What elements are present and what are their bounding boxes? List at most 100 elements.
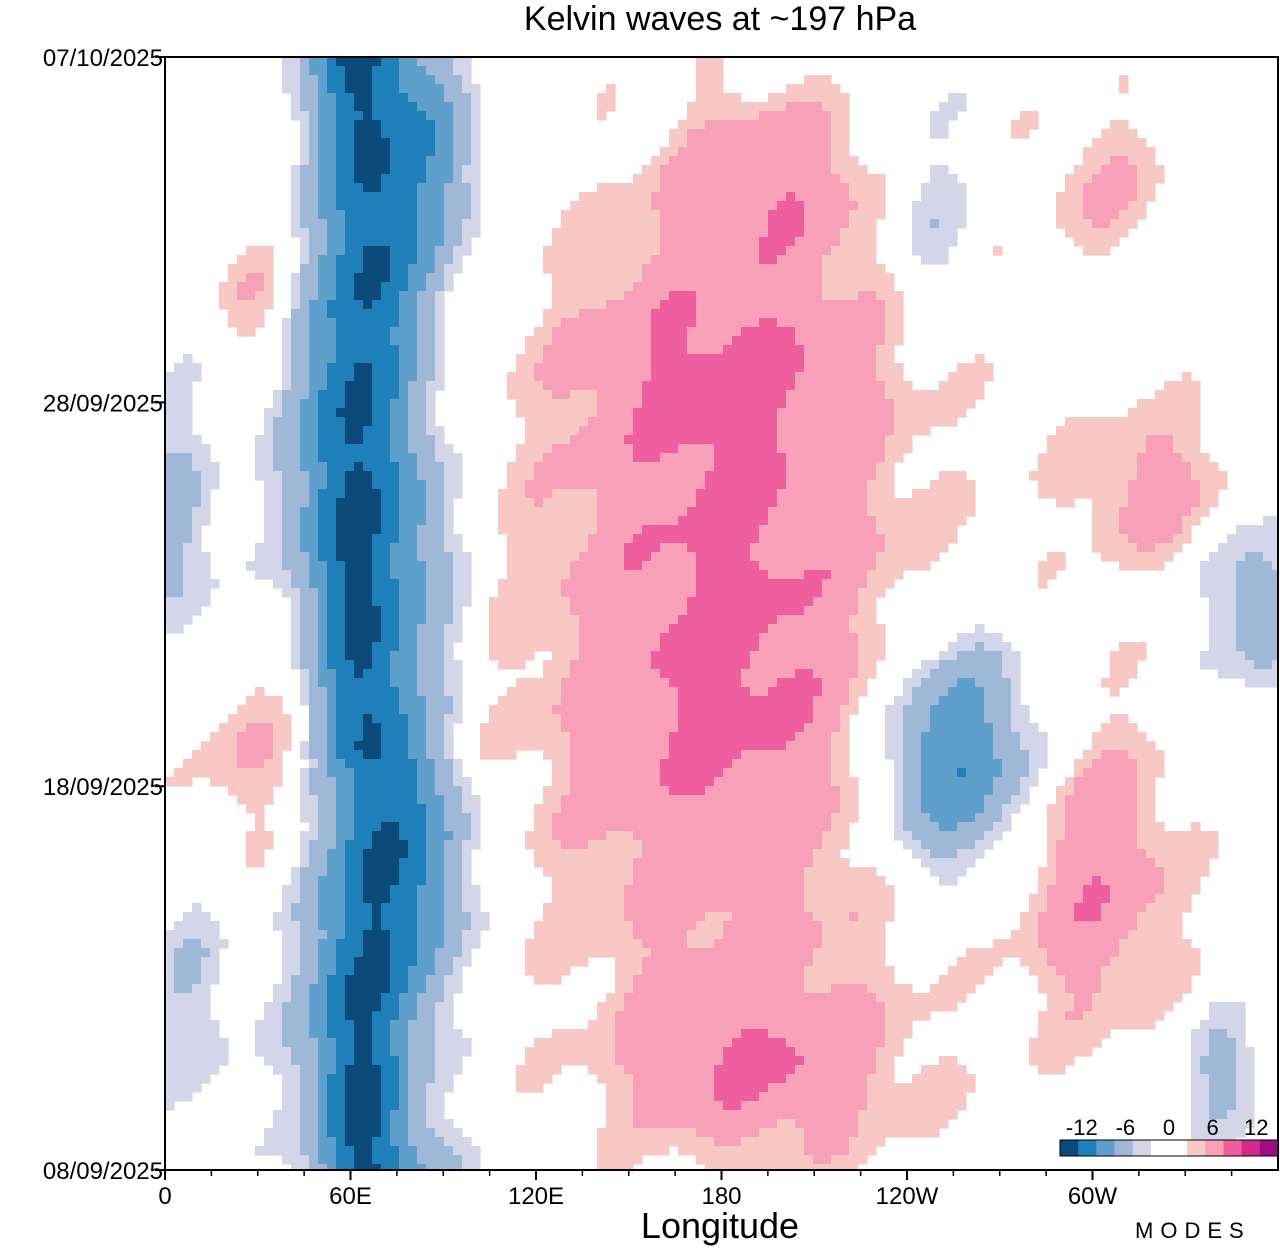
contour-cell <box>318 669 328 679</box>
contour-cell <box>1056 219 1066 229</box>
contour-cell <box>435 165 445 175</box>
contour-cell <box>678 129 688 139</box>
contour-cell <box>1011 669 1021 679</box>
contour-cell <box>813 390 823 400</box>
contour-cell <box>165 372 175 382</box>
contour-cell <box>291 111 301 121</box>
contour-cell <box>444 138 454 148</box>
contour-cell <box>615 246 625 256</box>
contour-cell <box>345 498 355 508</box>
contour-cell <box>579 633 589 643</box>
contour-cell <box>813 615 823 625</box>
contour-cell <box>930 552 940 562</box>
contour-cell <box>507 516 517 526</box>
contour-cell <box>786 318 796 328</box>
contour-cell <box>831 381 841 391</box>
contour-cell <box>453 147 463 157</box>
contour-cell <box>498 525 508 535</box>
contour-cell <box>642 615 652 625</box>
contour-cell <box>606 570 616 580</box>
contour-cell <box>759 651 769 661</box>
contour-cell <box>381 120 391 130</box>
contour-cell <box>354 345 364 355</box>
contour-cell <box>939 255 949 265</box>
contour-cell <box>624 588 634 598</box>
contour-cell <box>471 174 481 184</box>
contour-cell <box>750 291 760 301</box>
contour-cell <box>660 165 670 175</box>
contour-cell <box>813 147 823 157</box>
contour-cell <box>804 597 814 607</box>
contour-cell <box>1092 165 1102 175</box>
contour-cell <box>804 561 814 571</box>
contour-cell <box>516 579 526 589</box>
contour-cell <box>336 597 346 607</box>
contour-cell <box>435 507 445 517</box>
contour-cell <box>426 606 436 616</box>
contour-cell <box>732 543 742 553</box>
contour-cell <box>435 651 445 661</box>
contour-cell <box>579 228 589 238</box>
contour-cell <box>309 300 319 310</box>
contour-cell <box>1254 660 1264 670</box>
contour-cell <box>795 471 805 481</box>
contour-cell <box>840 687 850 697</box>
contour-cell <box>732 669 742 679</box>
contour-cell <box>876 444 886 454</box>
contour-cell <box>273 552 283 562</box>
contour-cell <box>408 381 418 391</box>
contour-cell <box>1245 642 1255 652</box>
contour-cell <box>624 525 634 535</box>
contour-cell <box>408 318 418 328</box>
contour-cell <box>768 588 778 598</box>
contour-cell <box>606 372 616 382</box>
contour-cell <box>777 228 787 238</box>
contour-cell <box>579 363 589 373</box>
contour-cell <box>264 552 274 562</box>
contour-cell <box>435 66 445 76</box>
contour-cell <box>345 237 355 247</box>
contour-cell <box>624 318 634 328</box>
contour-cell <box>525 354 535 364</box>
contour-cell <box>1056 192 1066 202</box>
contour-cell <box>705 462 715 472</box>
contour-cell <box>723 165 733 175</box>
contour-cell <box>597 210 607 220</box>
contour-cell <box>381 399 391 409</box>
contour-cell <box>660 462 670 472</box>
contour-cell <box>516 561 526 571</box>
contour-cell <box>1038 453 1048 463</box>
contour-cell <box>795 516 805 526</box>
contour-cell <box>777 615 787 625</box>
contour-cell <box>795 156 805 166</box>
contour-cell <box>1074 426 1084 436</box>
contour-cell <box>795 444 805 454</box>
contour-cell <box>633 264 643 274</box>
contour-cell <box>759 498 769 508</box>
contour-cell <box>813 363 823 373</box>
contour-cell <box>858 237 868 247</box>
contour-cell <box>732 201 742 211</box>
contour-cell <box>381 138 391 148</box>
contour-cell <box>876 345 886 355</box>
contour-cell <box>903 525 913 535</box>
contour-cell <box>651 552 661 562</box>
contour-cell <box>1236 588 1246 598</box>
contour-cell <box>354 561 364 571</box>
contour-cell <box>435 84 445 94</box>
contour-cell <box>750 426 760 436</box>
contour-cell <box>534 579 544 589</box>
contour-cell <box>516 516 526 526</box>
contour-cell <box>804 174 814 184</box>
contour-cell <box>471 219 481 229</box>
contour-cell <box>390 291 400 301</box>
contour-cell <box>237 309 247 319</box>
contour-cell <box>1245 552 1255 562</box>
contour-cell <box>822 111 832 121</box>
contour-cell <box>831 417 841 427</box>
contour-cell <box>552 624 562 634</box>
contour-cell <box>399 165 409 175</box>
contour-cell <box>885 309 895 319</box>
contour-cell <box>291 606 301 616</box>
contour-cell <box>822 147 832 157</box>
